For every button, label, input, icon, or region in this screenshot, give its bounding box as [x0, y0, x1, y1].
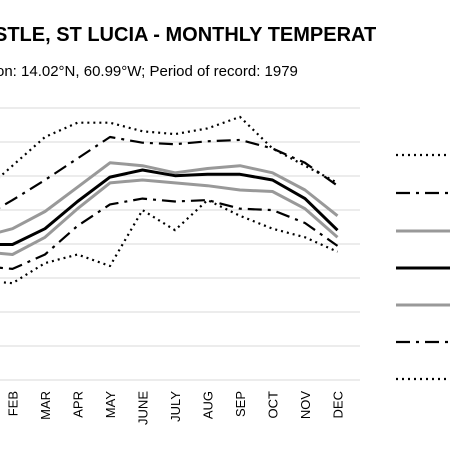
legend	[396, 153, 450, 381]
x-tick-label: NOV	[298, 391, 313, 420]
series-line-5	[0, 178, 339, 256]
series-line-7	[0, 199, 338, 285]
chart-title: STLE, ST LUCIA - MONTHLY TEMPERAT	[0, 24, 376, 46]
gridlines	[0, 107, 360, 381]
x-tick-label: AUG	[201, 391, 216, 419]
series-line-1	[0, 115, 339, 184]
x-tick-label: OCT	[266, 391, 281, 419]
series-line-4	[0, 168, 339, 246]
x-axis-tick-labels: FEB MAR APR MAY JUNE JULY AUG SEP OCT NOV DEC	[6, 391, 346, 425]
x-tick-label: SEP	[233, 391, 248, 417]
series-line-6	[0, 197, 339, 270]
x-tick-label: FEB	[6, 391, 21, 416]
x-tick-label: MAY	[103, 391, 118, 419]
x-tick-label: JUNE	[136, 391, 151, 425]
x-tick-label: JULY	[168, 391, 183, 422]
series-line-3	[0, 161, 339, 234]
x-tick-label: DEC	[331, 391, 346, 418]
series-line-2	[0, 135, 339, 209]
series-lines	[0, 115, 339, 285]
chart-subtitle: on: 14.02°N, 60.99°W; Period of record: …	[0, 63, 298, 80]
x-tick-label: APR	[71, 391, 86, 418]
x-tick-label: MAR	[38, 391, 53, 420]
